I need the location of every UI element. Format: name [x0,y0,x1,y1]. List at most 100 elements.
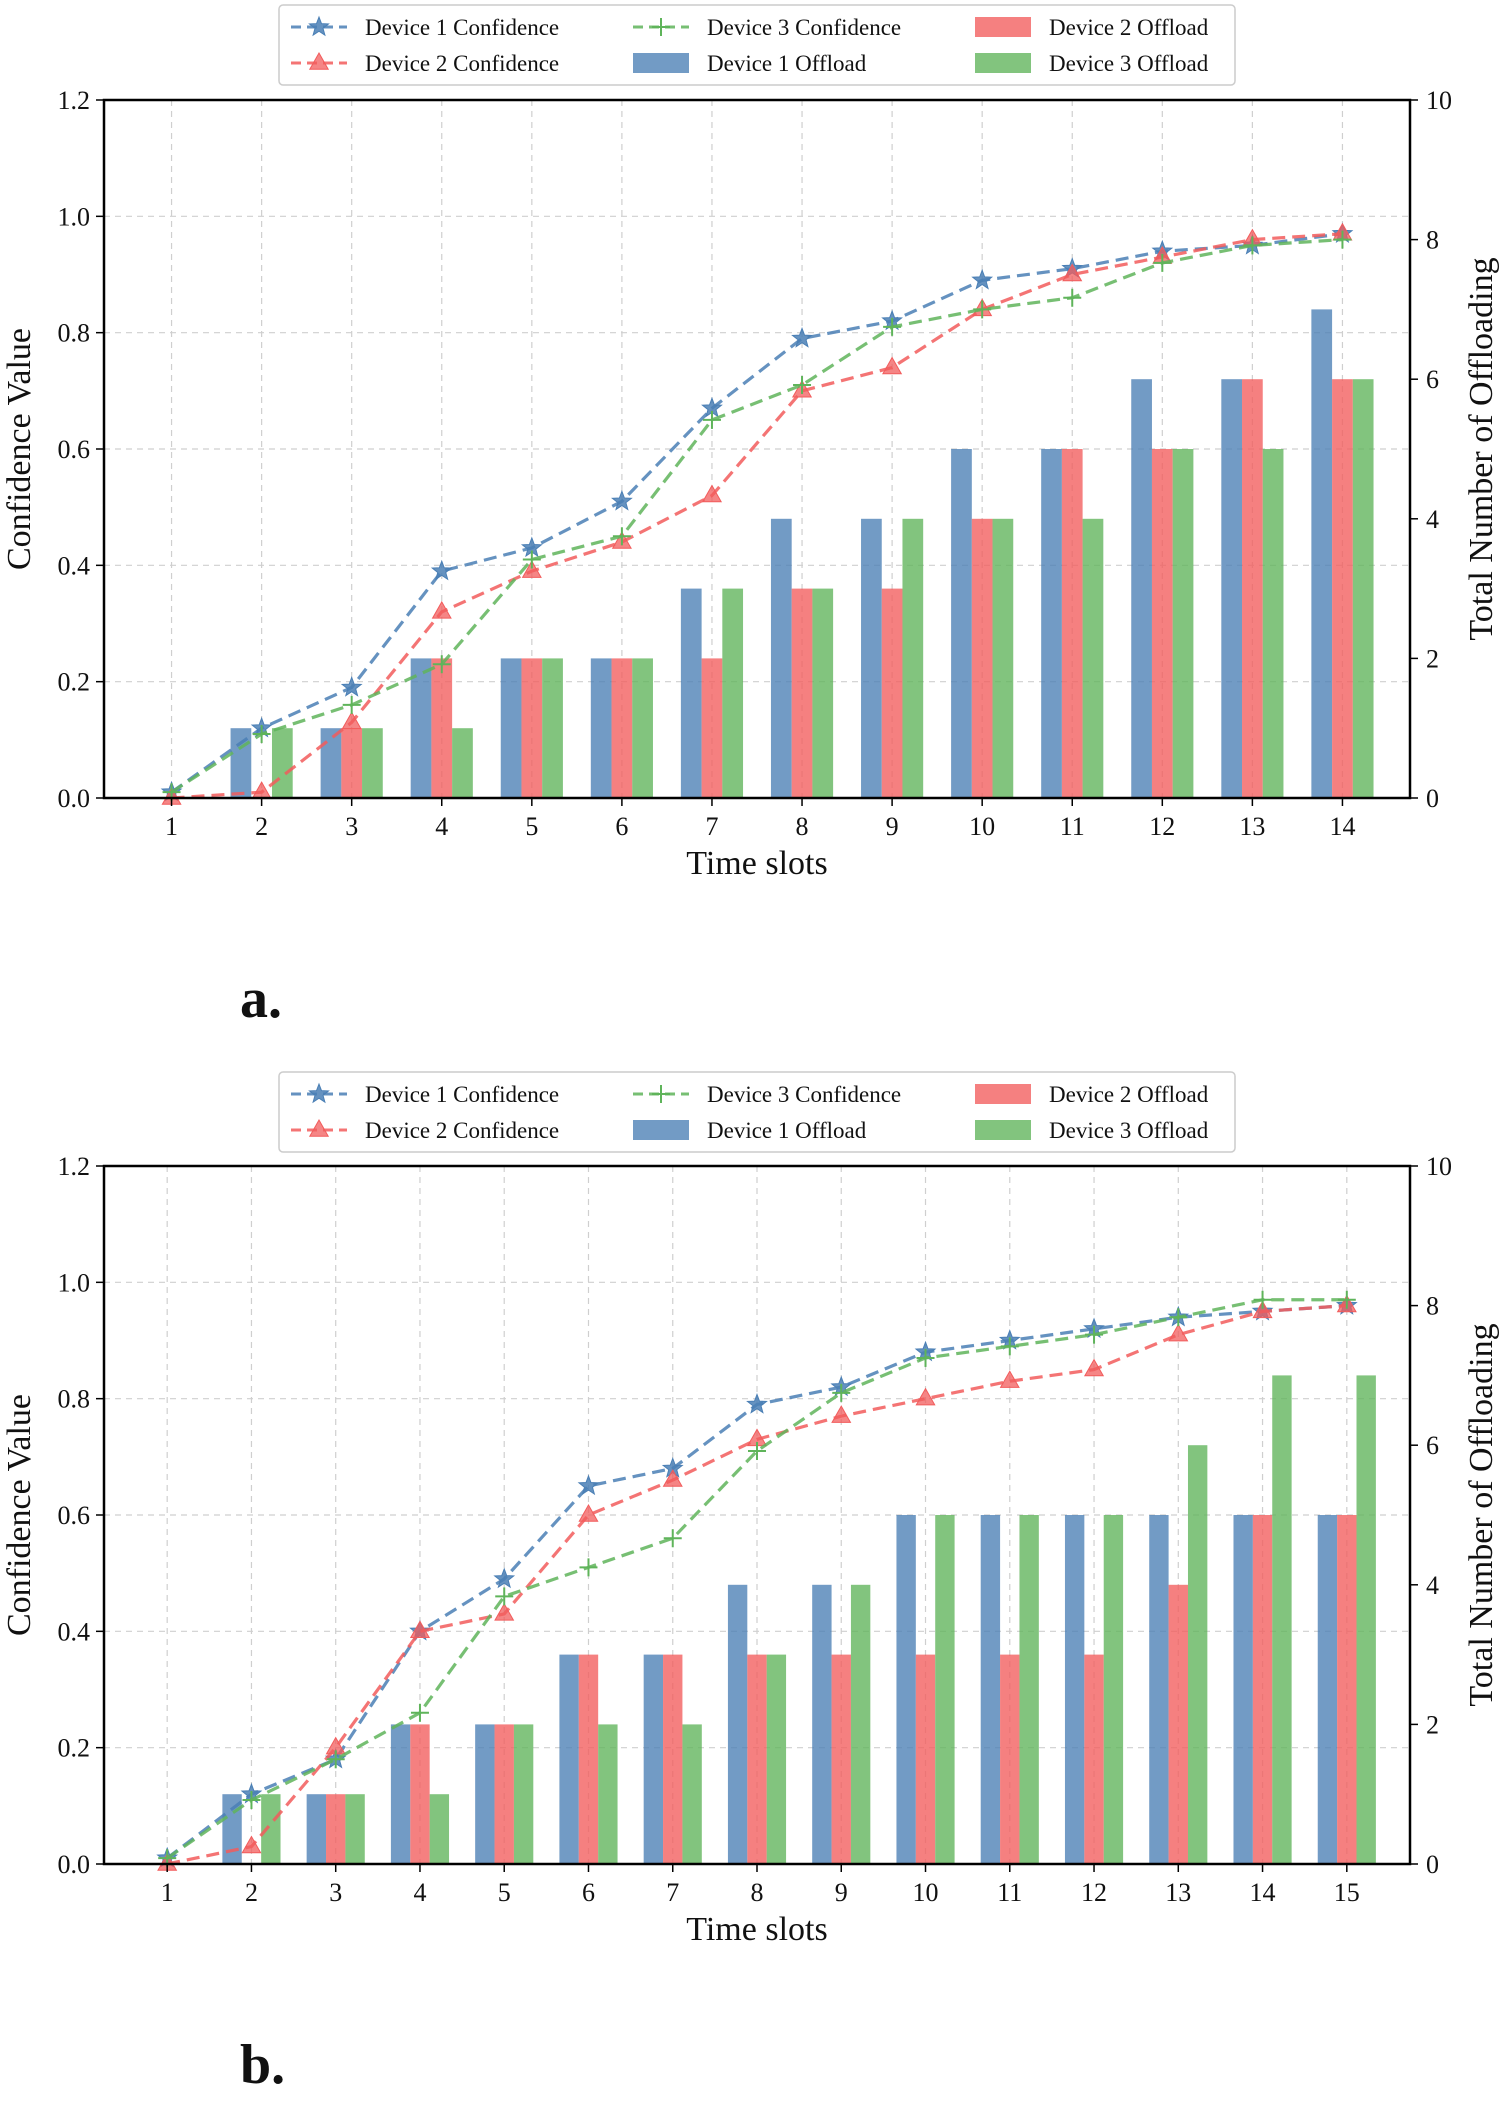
point-device2-confidence [1083,1358,1105,1377]
legend-label-1: Device 1 Confidence [365,1082,559,1107]
y2-axis-title: Total Number of Offloading [1463,1323,1500,1706]
y2-tick-label: 6 [1426,365,1439,394]
y-tick-label: 0.2 [58,1734,91,1763]
bar-device3-offload [513,1724,534,1864]
x-tick-label: 10 [913,1878,939,1907]
bar-device3-offload [1187,1445,1208,1864]
legend-label-4: Device 1 Offload [707,51,867,76]
bar-device1-offload [770,518,792,798]
bar-device1-offload [559,1654,579,1864]
y2-tick-label: 2 [1426,644,1439,673]
point-device3-confidence [1337,1290,1356,1309]
x-tick-label: 4 [413,1878,426,1907]
legend-swatch-device1-offload [633,1120,689,1140]
y2-tick-label: 2 [1426,1710,1439,1739]
line-device3-confidence [166,1298,1347,1860]
bar-device3-offload [1172,449,1194,798]
bar-device1-offload [951,449,972,798]
point-device1-confidence [493,1567,516,1589]
bar-device1-offload [861,518,882,798]
bar-device1-offload [390,1724,411,1864]
legend-marker-device1-confidence [308,1082,330,1104]
bar-device3-offload [1019,1515,1039,1864]
y-axis-title: Confidence Value [1,1394,38,1636]
bar-device3-offload [598,1724,618,1864]
line-device1-confidence [170,232,1343,794]
point-device3-confidence [522,550,541,569]
point-device3-confidence [793,376,812,395]
bar-device3-offload [362,728,383,798]
y-tick-label: 0.6 [58,1501,91,1530]
x-tick-label: 6 [582,1878,595,1907]
legend-marker-device2-confidence [308,1118,330,1137]
point-device1-confidence [746,1393,768,1414]
point-device1-confidence [971,268,994,290]
bar-device2-offload [791,588,813,798]
legend-swatch-device3-offload [975,1120,1031,1140]
bar-device1-offload [320,728,342,798]
bar-device3-offload [1262,449,1284,798]
x-tick-label: 9 [835,1878,848,1907]
bar-device1-offload [230,728,252,798]
point-device3-confidence [973,300,992,319]
point-device3-confidence [1153,253,1172,272]
legend-marker-device3-confidence [652,1085,670,1103]
bar-device3-offload [429,1794,450,1864]
legend-marker-device3-confidence [652,18,670,36]
point-device1-confidence [430,559,453,581]
y2-tick-label: 8 [1426,226,1439,255]
y-tick-label: 1.2 [58,1152,91,1181]
x-tick-label: 6 [615,812,628,841]
x-tick-label: 3 [345,812,358,841]
point-device2-confidence [521,560,542,578]
point-device3-confidence [579,1558,598,1577]
point-device3-confidence [432,655,451,674]
bar-device2-offload [1242,379,1263,798]
legend-label-3: Device 3 Confidence [707,1082,901,1107]
legend-label-6: Device 3 Offload [1049,51,1209,76]
x-tick-label: 12 [1149,812,1175,841]
bar-device2-offload [431,658,453,798]
x-tick-label: 14 [1250,1878,1276,1907]
x-tick-label: 3 [329,1878,342,1907]
y2-tick-label: 0 [1426,784,1439,813]
point-device2-confidence [241,1835,262,1854]
point-device3-confidence [1169,1308,1188,1327]
point-device3-confidence [1063,288,1082,307]
point-device3-confidence [495,1587,514,1606]
x-tick-label: 11 [997,1878,1022,1907]
y-tick-label: 0.4 [58,551,91,580]
point-device2-confidence [1252,1300,1273,1319]
legend-label-5: Device 2 Offload [1049,15,1209,40]
legend-swatch-device1-offload [633,53,689,73]
x-tick-label: 13 [1165,1878,1191,1907]
bar-device2-offload [831,1654,851,1864]
chart-panel-b: 1 2 3 4 5 6 7 8 9 10 11 12 13 14 150.00.20.40.60.81.01… [1,1071,1500,2096]
x-tick-label: 8 [796,812,809,841]
x-axis-title: Time slots [686,845,827,882]
bar-device2-offload [1061,449,1083,798]
panel-label-b: b. [240,2034,285,2096]
y-tick-label: 0.8 [58,319,91,348]
bar-device2-offload [1151,449,1173,798]
point-device3-confidence [1000,1337,1019,1356]
point-device3-confidence [242,1791,261,1810]
x-tick-label: 2 [245,1878,258,1907]
y-tick-label: 1.2 [58,86,91,115]
bar-device3-offload [812,588,834,798]
bar-device3-offload [345,1794,365,1864]
bar-device2-offload [521,658,543,798]
bar-device1-offload [1233,1515,1253,1864]
bar-device2-offload [341,728,363,798]
bar-device2-offload [1332,379,1353,798]
x-tick-label: 1 [165,812,178,841]
point-device3-confidence [410,1703,429,1722]
point-device3-confidence [883,317,902,336]
x-tick-label: 1 [161,1878,174,1907]
bar-device2-offload [1252,1515,1273,1864]
point-device3-confidence [1253,1290,1272,1309]
bar-device3-offload [1356,1375,1376,1864]
point-device2-confidence [701,484,723,503]
point-device2-confidence [999,1370,1020,1388]
